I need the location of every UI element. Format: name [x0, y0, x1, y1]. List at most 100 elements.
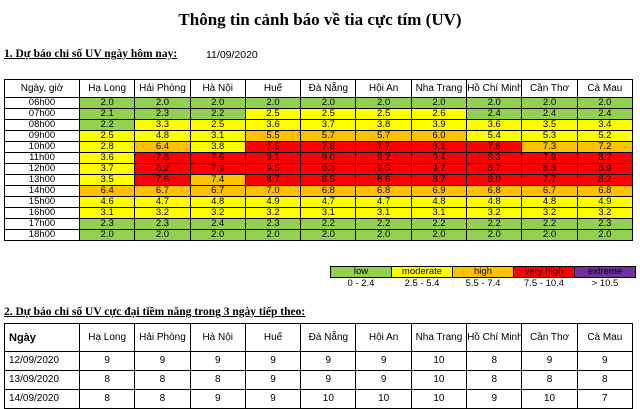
time-cell: 06h00	[4, 97, 80, 109]
uv-value-cell: 4.7	[300, 196, 357, 208]
uv-value-cell: 7.8	[300, 141, 357, 153]
city-header: Đà Nẵng	[300, 323, 357, 352]
uv-value-cell: 2.0	[189, 97, 246, 109]
city-header: Hạ Long	[78, 323, 136, 352]
time-cell: 15h00	[4, 196, 80, 208]
uv-value-cell: 3.2	[244, 207, 302, 219]
uv-value-cell: 9.1	[244, 152, 302, 164]
uv-max-cell: 8	[466, 351, 523, 371]
uv-value-cell: 3.5	[521, 119, 578, 131]
uv-value-cell: 5.7	[300, 130, 357, 142]
uv-max-cell: 8	[466, 370, 523, 390]
uv-value-cell: 3.3	[134, 119, 191, 131]
table-row: 12h00 3.7 8.2 7.9 9.5 9.3 9.5 9.7 8.7 8.3 8.9	[4, 163, 633, 175]
uv-value-cell: 6.8	[466, 185, 523, 197]
uv-max-cell: 10	[355, 389, 412, 409]
uv-value-cell: 9.2	[355, 152, 412, 164]
uv-value-cell: 3.8	[189, 141, 246, 153]
uv-value-cell: 2.0	[576, 229, 633, 241]
uv-value-cell: 2.0	[244, 229, 302, 241]
date-cell: 12/09/2020	[4, 351, 80, 371]
uv-value-cell: 7.2	[576, 141, 633, 153]
uv-max-cell: 10	[410, 389, 468, 409]
uv-value-cell: 7.9	[521, 152, 578, 164]
uv-value-cell: 8.7	[466, 163, 523, 175]
uv-value-cell: 3.5	[78, 174, 136, 186]
date-cell: 13/09/2020	[4, 370, 80, 390]
time-cell: 11h00	[4, 152, 80, 164]
city-header: Cà Mau	[576, 79, 633, 98]
city-header: Đà Nẵng	[300, 79, 357, 98]
uv-max-cell: 9	[300, 351, 357, 371]
uv-value-cell: 9.3	[300, 163, 357, 175]
uv-max-cell: 10	[410, 351, 468, 371]
uv-max-forecast-table: Ngày Hạ Long Hải Phòng Hà Nội Huế Đà Nẵng Hội …	[4, 323, 633, 409]
uv-max-cell: 9	[576, 351, 633, 371]
uv-value-cell: 3.1	[410, 207, 468, 219]
uv-max-cell: 9	[355, 351, 412, 371]
uv-value-cell: 8.2	[576, 152, 633, 164]
city-header: Hạ Long	[78, 79, 136, 98]
uv-value-cell: 2.4	[521, 108, 578, 120]
uv-value-cell: 2.3	[78, 218, 136, 230]
city-header: Cà Mau	[576, 323, 633, 352]
uv-max-cell: 9	[189, 351, 246, 371]
uv-value-cell: 3.6	[78, 152, 136, 164]
uv-value-cell: 2.2	[521, 218, 578, 230]
uv-value-cell: 2.0	[521, 97, 578, 109]
uv-max-cell: 10	[410, 370, 468, 390]
uv-value-cell: 2.0	[466, 229, 523, 241]
city-header: Nha Trang	[410, 79, 468, 98]
uv-max-cell: 10	[521, 389, 578, 409]
uv-max-cell: 9	[78, 351, 136, 371]
uv-value-cell: 8.1	[410, 141, 468, 153]
city-header: Cần Thơ	[521, 323, 578, 352]
city-header: Nha Trang	[410, 323, 468, 352]
uv-value-cell: 6.7	[521, 185, 578, 197]
uv-value-cell: 2.3	[576, 218, 633, 230]
uv-value-cell: 7.9	[189, 163, 246, 175]
uv-value-cell: 7.4	[189, 174, 246, 186]
uv-value-cell: 2.4	[189, 218, 246, 230]
uv-max-cell: 8	[134, 389, 191, 409]
uv-value-cell: 7.5	[244, 141, 302, 153]
uv-value-cell: 2.0	[521, 229, 578, 241]
table-row: 18h00 2.0 2.0 2.0 2.0 2.0 2.0 2.0 2.0 2.0 2.0	[4, 229, 633, 241]
table-row: 12/09/2020 9 9 9 9 9 9 10 8 9 9	[4, 351, 633, 371]
time-cell: 07h00	[4, 108, 80, 120]
time-cell: 14h00	[4, 185, 80, 197]
uv-value-cell: 2.2	[355, 218, 412, 230]
time-cell: 09h00	[4, 130, 80, 142]
uv-value-cell: 3.2	[466, 207, 523, 219]
uv-value-cell: 2.0	[244, 97, 302, 109]
uv-value-cell: 4.8	[410, 196, 468, 208]
uv-value-cell: 7.0	[244, 185, 302, 197]
uv-value-cell: 9.5	[244, 163, 302, 175]
legend-swatch: very high	[513, 266, 575, 278]
uv-value-cell: 9.0	[300, 152, 357, 164]
corner-header: Ngày	[4, 323, 80, 352]
uv-value-cell: 8.2	[576, 174, 633, 186]
uv-value-cell: 4.8	[134, 130, 191, 142]
uv-value-cell: 2.0	[189, 229, 246, 241]
legend-range: 0 - 2.4	[347, 277, 375, 289]
uv-value-cell: 3.6	[466, 119, 523, 131]
legend-range-row: 0 - 2.4 2.5 - 5.4 5.5 - 7.4 7.5 - 10.4 > 10.…	[331, 278, 636, 290]
uv-value-cell: 6.8	[355, 185, 412, 197]
uv-value-cell: 6.0	[410, 130, 468, 142]
uv-value-cell: 8.0	[466, 174, 523, 186]
uv-value-cell: 2.2	[466, 218, 523, 230]
table-row: 07h00 2.1 2.3 2.2 2.5 2.5 2.5 2.6 2.4 2.4 2.4	[4, 108, 633, 120]
city-header: Hải Phòng	[134, 323, 191, 352]
table-row: 08h00 2.2 3.3 2.5 3.6 3.7 3.8 3.9 3.6 3.5 3.4	[4, 119, 633, 131]
uv-value-cell: 8.7	[244, 174, 302, 186]
uv-value-cell: 8.3	[521, 163, 578, 175]
uv-value-cell: 6.7	[134, 185, 191, 197]
uv-value-cell: 4.9	[244, 196, 302, 208]
uv-value-cell: 2.0	[410, 229, 468, 241]
city-header: Huế	[244, 323, 302, 352]
uv-value-cell: 2.0	[134, 229, 191, 241]
uv-max-cell: 8	[521, 370, 578, 390]
uv-value-cell: 3.8	[355, 119, 412, 131]
uv-value-cell: 2.8	[78, 141, 136, 153]
